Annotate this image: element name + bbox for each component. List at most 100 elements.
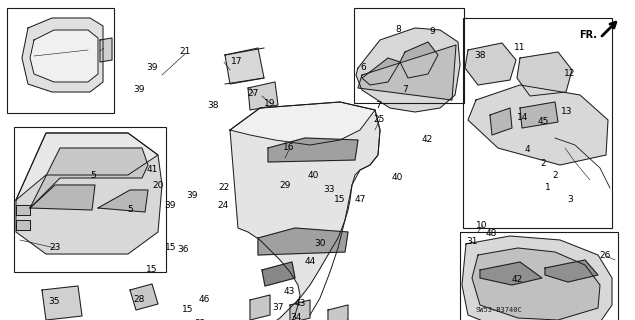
Text: 14: 14: [518, 114, 529, 123]
Text: 5: 5: [127, 204, 133, 213]
Polygon shape: [98, 190, 148, 212]
Text: 38: 38: [474, 51, 486, 60]
Text: 15: 15: [146, 266, 157, 275]
Polygon shape: [468, 85, 608, 165]
Text: 3: 3: [567, 196, 573, 204]
Text: 34: 34: [290, 314, 302, 320]
Polygon shape: [465, 43, 516, 85]
Polygon shape: [362, 58, 400, 85]
Text: 22: 22: [218, 183, 230, 193]
Polygon shape: [462, 236, 612, 320]
Text: 17: 17: [231, 57, 243, 66]
Text: 39: 39: [146, 62, 157, 71]
Text: 28: 28: [133, 295, 145, 305]
Polygon shape: [545, 260, 598, 282]
Polygon shape: [520, 102, 558, 128]
Polygon shape: [230, 102, 375, 145]
Text: 39: 39: [133, 85, 145, 94]
Bar: [7, 8, 114, 113]
Text: 43: 43: [294, 300, 305, 308]
Text: 15: 15: [334, 196, 345, 204]
Text: 11: 11: [514, 43, 526, 52]
Text: 39: 39: [164, 201, 176, 210]
Bar: [354, 8, 464, 103]
Text: 2: 2: [540, 158, 546, 167]
Polygon shape: [16, 133, 158, 200]
Text: 41: 41: [146, 165, 157, 174]
Polygon shape: [358, 45, 456, 100]
Bar: [14, 127, 166, 272]
Polygon shape: [225, 48, 264, 84]
Polygon shape: [328, 305, 348, 320]
Text: 47: 47: [354, 196, 366, 204]
Text: 38: 38: [207, 101, 218, 110]
Polygon shape: [472, 248, 600, 320]
Polygon shape: [248, 82, 278, 110]
Text: 27: 27: [247, 90, 258, 99]
Text: 19: 19: [264, 100, 276, 108]
Text: 40: 40: [391, 173, 403, 182]
Text: 7: 7: [402, 85, 408, 94]
Polygon shape: [258, 228, 348, 255]
Polygon shape: [130, 284, 158, 310]
Polygon shape: [16, 220, 30, 230]
Text: 33: 33: [323, 186, 335, 195]
Text: 20: 20: [152, 180, 164, 189]
Polygon shape: [30, 185, 95, 210]
Polygon shape: [480, 262, 542, 285]
Polygon shape: [290, 300, 310, 320]
Text: 35: 35: [48, 298, 60, 307]
Text: 32: 32: [194, 318, 206, 320]
Text: 40: 40: [307, 172, 319, 180]
Text: 31: 31: [466, 237, 478, 246]
Text: 21: 21: [179, 47, 190, 57]
Text: 1: 1: [545, 183, 551, 193]
Text: 24: 24: [217, 201, 229, 210]
Polygon shape: [262, 262, 295, 286]
Bar: [460, 232, 618, 320]
Text: 43: 43: [283, 287, 295, 297]
Polygon shape: [22, 18, 103, 92]
Polygon shape: [30, 30, 98, 82]
Text: 13: 13: [561, 108, 573, 116]
Text: 6: 6: [360, 63, 366, 73]
Text: FR.: FR.: [579, 30, 597, 40]
Text: 42: 42: [511, 276, 523, 284]
Polygon shape: [16, 133, 162, 254]
Polygon shape: [42, 286, 82, 320]
Text: 4: 4: [524, 146, 530, 155]
Text: 15: 15: [182, 306, 194, 315]
Polygon shape: [356, 28, 460, 112]
Text: 37: 37: [272, 303, 284, 313]
Text: 25: 25: [373, 115, 385, 124]
Polygon shape: [16, 205, 30, 215]
Polygon shape: [490, 108, 512, 135]
Polygon shape: [30, 148, 148, 208]
Text: 39: 39: [186, 190, 197, 199]
Polygon shape: [230, 102, 380, 320]
Text: 26: 26: [599, 251, 611, 260]
Text: 23: 23: [50, 243, 61, 252]
Text: 2: 2: [552, 171, 558, 180]
Text: 8: 8: [395, 26, 401, 35]
Text: 7: 7: [375, 101, 381, 110]
Text: 44: 44: [304, 258, 316, 267]
Text: 9: 9: [429, 28, 435, 36]
Polygon shape: [400, 42, 438, 78]
Text: 45: 45: [537, 117, 549, 126]
Text: 15: 15: [165, 243, 177, 252]
Polygon shape: [100, 38, 112, 62]
Text: 16: 16: [283, 143, 295, 153]
Text: 46: 46: [198, 295, 210, 305]
Text: 29: 29: [279, 180, 291, 189]
Text: 36: 36: [177, 245, 189, 254]
Text: 12: 12: [565, 68, 576, 77]
Text: 48: 48: [485, 228, 497, 237]
Text: 5: 5: [90, 171, 96, 180]
Polygon shape: [250, 295, 270, 320]
Polygon shape: [517, 52, 572, 96]
Text: 10: 10: [476, 220, 488, 229]
Polygon shape: [268, 138, 358, 162]
Bar: [463, 18, 612, 228]
Text: 30: 30: [314, 239, 326, 249]
